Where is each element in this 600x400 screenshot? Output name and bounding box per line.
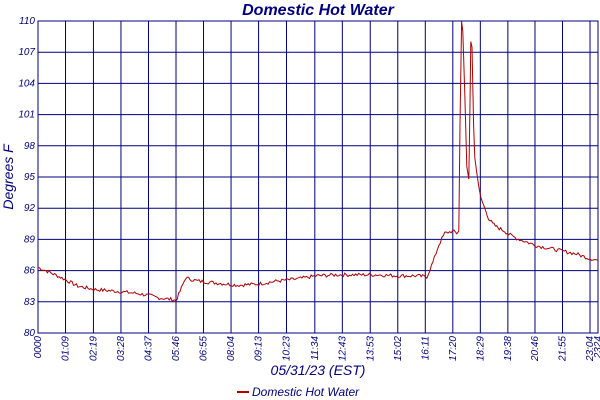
y-tick-label: 95: [24, 172, 36, 183]
x-tick-label: 05:46: [171, 336, 182, 361]
x-tick-label: 03:28: [116, 336, 127, 361]
x-tick-label: 16:11: [420, 336, 431, 360]
y-tick-label: 86: [24, 266, 36, 277]
x-tick-label: 12:43: [337, 336, 348, 361]
grid-layer: [37, 20, 599, 334]
legend: Domestic Hot Water: [237, 385, 360, 399]
y-tick-label: 89: [24, 234, 36, 245]
x-tick-label: 01:09: [61, 336, 72, 361]
x-tick-label: 13:53: [365, 336, 376, 361]
y-tick-label: 101: [18, 110, 35, 121]
plot-border: [37, 20, 599, 334]
x-tick-label: 0000: [33, 336, 44, 359]
x-tick-label: 20:46: [530, 336, 541, 362]
x-tick-label: 04:37: [143, 336, 154, 361]
x-tick-label: 2324: [593, 336, 600, 360]
x-tick-label: 09:13: [254, 336, 265, 361]
x-tick-label: 19:38: [503, 336, 514, 361]
y-tick-label: 98: [24, 141, 36, 152]
y-tick-label: 107: [18, 47, 35, 58]
x-tick-label: 15:02: [393, 336, 404, 361]
series-line-domestic-hot-water: [37, 21, 599, 303]
y-axis-label: Degrees F: [0, 143, 16, 210]
chart-title: Domestic Hot Water: [242, 2, 395, 19]
y-tick-label: 83: [24, 297, 36, 308]
x-tick-label: 21:55: [558, 336, 569, 362]
x-tick-label: 10:23: [281, 336, 292, 361]
x-tick-labels: 0000 01:09 02:19 03:28 04:37 05:46 06:55 08:04 0…: [33, 336, 600, 362]
y-tick-labels: 80 83 86 89 92 95 98 101 104 107 110: [18, 16, 35, 339]
x-tick-label: 02:19: [88, 336, 99, 361]
x-tick-label: 18:29: [475, 336, 486, 361]
y-tick-label: 104: [18, 78, 35, 89]
x-axis-label: 05/31/23 (EST): [271, 362, 366, 378]
y-tick-label: 110: [19, 16, 35, 27]
x-tick-label: 17:20: [448, 336, 459, 361]
x-tick-label: 23:04: [585, 336, 596, 362]
series-layer: [37, 21, 599, 303]
x-tick-label: 06:55: [199, 336, 210, 361]
y-tick-label: 80: [24, 328, 36, 339]
x-tick-label: 08:04: [226, 336, 237, 361]
legend-label: Domestic Hot Water: [252, 385, 360, 399]
y-tick-label: 92: [24, 203, 36, 214]
x-tick-label: 11:34: [310, 336, 321, 361]
